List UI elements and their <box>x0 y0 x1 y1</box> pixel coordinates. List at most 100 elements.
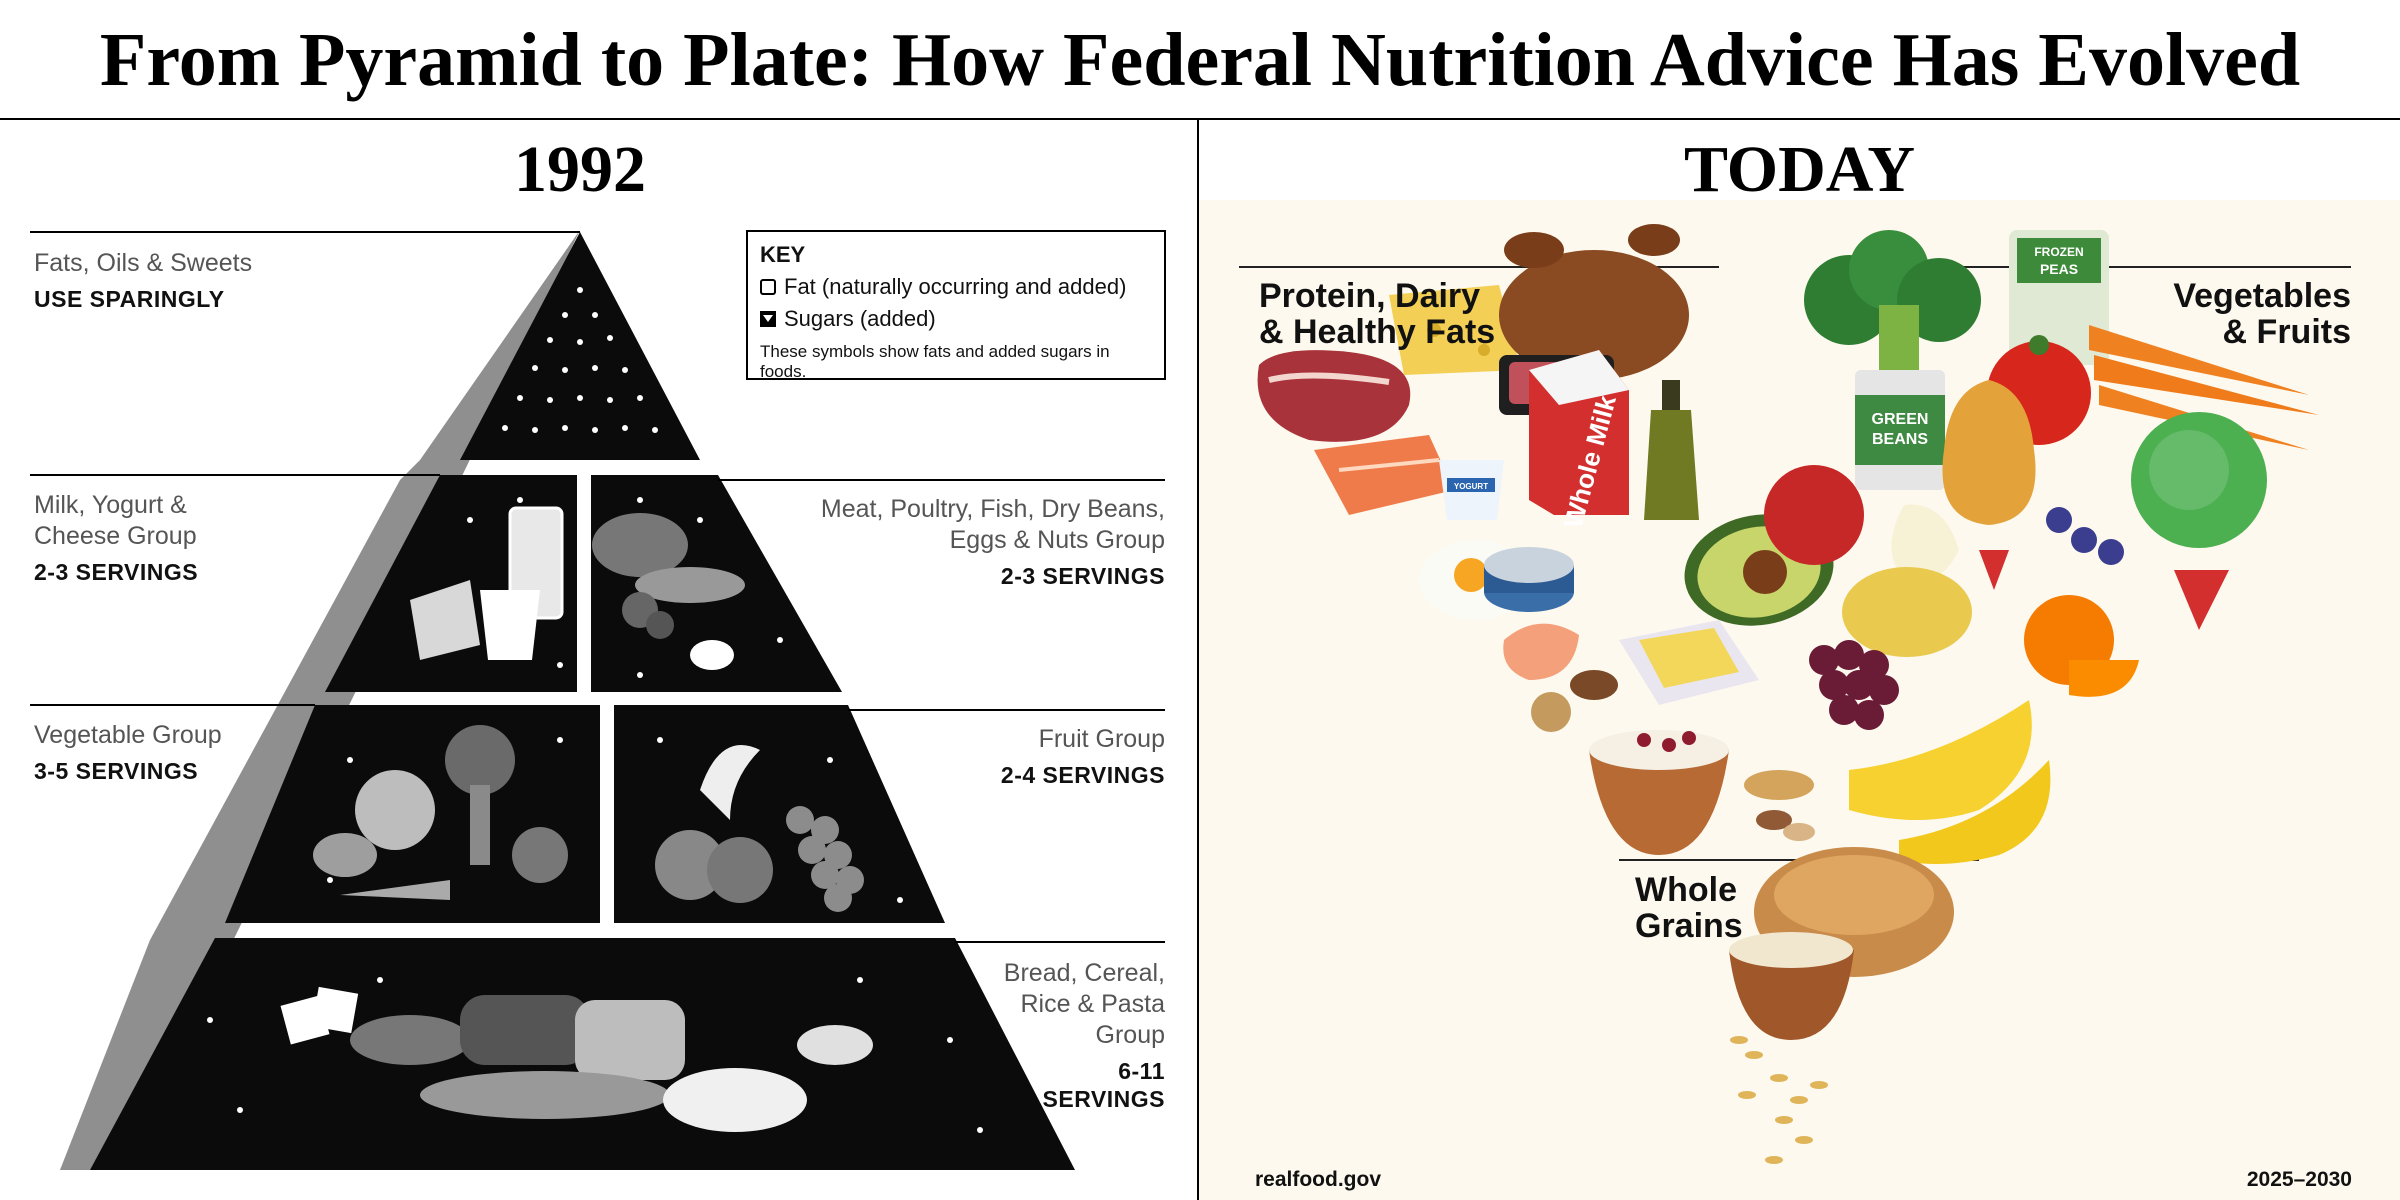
fat-symbol-icon <box>760 279 776 295</box>
potato-icon <box>1842 567 1972 657</box>
vegetables-fruits-label: Vegetables & Fruits <box>2173 278 2351 350</box>
oatmeal-bowl-icon <box>1729 932 1854 1040</box>
yogurt-cup-icon <box>480 590 540 660</box>
sugar-symbol-icon <box>760 311 776 327</box>
group-bread-name-3: Group <box>1095 1021 1165 1049</box>
inverted-pyramid-illustration: YOGURT Whole Milk FROZEN PEAS GREEN BEANS <box>1239 224 2351 1164</box>
poultry-icon <box>592 513 688 577</box>
pyramid-panel: 1992 <box>0 120 1197 1200</box>
veg-label-line2: & Fruits <box>2222 313 2351 351</box>
pyramid-heading: 1992 <box>514 133 646 206</box>
pasta-plate-icon <box>663 1068 807 1132</box>
today-heading: TODAY <box>1683 133 1916 206</box>
protein-dairy-fats-label: Protein, Dairy & Healthy Fats <box>1259 278 1495 350</box>
beans-label: BEANS <box>1872 431 1928 448</box>
group-bread: Bread, Cereal, Rice & Pasta Group 6-11 S… <box>1004 958 1165 1113</box>
pyramid-key: KEY Fat (naturally occurring and added) … <box>746 230 1166 381</box>
veg-label-line1: Vegetables <box>2173 277 2351 315</box>
key-sugar-row: Sugars (added) <box>760 306 1152 332</box>
strawberry-icon <box>1979 550 2229 630</box>
beans-icon <box>622 592 674 639</box>
key-title: KEY <box>760 242 806 267</box>
group-milk-name-2: Cheese Group <box>34 522 197 550</box>
pyramid-tier-fats <box>460 232 700 460</box>
cheese-wedge-icon <box>1389 285 1521 375</box>
grains-label-line2: Grains <box>1635 907 1743 945</box>
potato-icon <box>313 833 377 877</box>
center-divider <box>1197 120 1199 1200</box>
source-url: realfood.gov <box>1255 1168 1382 1191</box>
apple-slice-icon <box>1891 504 1959 582</box>
baguette-icon <box>420 1071 670 1119</box>
walnut-icon <box>1531 692 1571 732</box>
cheese-icon <box>410 580 480 660</box>
cranberry-oat-bowl-icon <box>1589 730 1729 855</box>
lettuce-icon <box>355 770 435 850</box>
group-bread-servings-2: SERVINGS <box>1042 1086 1165 1112</box>
grapes-icon <box>1809 640 1899 730</box>
group-vegetable: Vegetable Group 3-5 SERVINGS <box>34 720 222 785</box>
group-vegetable-name: Vegetable Group <box>34 721 222 749</box>
group-bread-name-1: Bread, Cereal, <box>1003 959 1165 987</box>
yogurt-label: YOGURT <box>1454 482 1488 491</box>
protein-label-line1: Protein, Dairy <box>1259 277 1481 315</box>
key-note: These symbols show fats and added sugars… <box>760 342 1110 381</box>
sliced-bread-icon <box>575 1000 685 1080</box>
sugar-symbols <box>207 287 983 1133</box>
frozen-label: FROZEN <box>2034 245 2083 259</box>
salmon-icon <box>1314 435 1454 515</box>
group-fats-servings: USE SPARINGLY <box>34 286 225 312</box>
group-meat-servings: 2-3 SERVINGS <box>1000 563 1165 589</box>
pyramid-side-face-2 <box>60 230 580 1170</box>
olive-oil-bottle-icon <box>1644 380 1699 520</box>
key-fat-label: Fat (naturally occurring and added) <box>784 274 1127 299</box>
banana-icon <box>700 745 760 820</box>
green-beans-can-icon: GREEN BEANS <box>1855 370 1945 490</box>
bananas-icon <box>1849 700 2051 864</box>
group-milk: Milk, Yogurt & Cheese Group 2-3 SERVINGS <box>34 490 198 586</box>
yogurt-cup-icon: YOGURT <box>1439 460 1504 520</box>
fish-icon <box>635 567 745 603</box>
group-meat-name-1: Meat, Poultry, Fish, Dry Beans, <box>820 495 1165 523</box>
apple-icon <box>655 830 773 903</box>
egg-icon <box>690 640 734 670</box>
red-apple-icon <box>1764 465 1864 565</box>
protein-label-line2: & Healthy Fats <box>1259 313 1496 351</box>
rice-bowl-icon <box>797 1025 873 1065</box>
key-fat-row: Fat (naturally occurring and added) <box>760 274 1152 300</box>
group-vegetable-servings: 3-5 SERVINGS <box>34 758 199 784</box>
group-bread-servings-1: 6-11 <box>1118 1058 1165 1084</box>
group-fruit-servings: 2-4 SERVINGS <box>1000 762 1165 788</box>
frozen-peas-bag-icon: FROZEN PEAS <box>2009 230 2109 365</box>
steak-icon <box>1257 350 1411 442</box>
key-sugar-label: Sugars (added) <box>784 306 936 331</box>
bread-loaf-icon <box>460 995 590 1065</box>
carrot-icon <box>340 880 450 900</box>
lettuce-icon <box>2131 412 2267 548</box>
crackers-icon <box>280 986 359 1045</box>
guidelines-years: 2025–2030 <box>2246 1168 2352 1191</box>
grapes-icon <box>786 806 864 912</box>
tuna-can-icon <box>1484 547 1574 612</box>
milk-carton-icon: Whole Milk <box>1529 350 1629 531</box>
title-rule <box>0 118 2400 120</box>
group-fruit-name: Fruit Group <box>1038 725 1165 753</box>
group-meat: Meat, Poultry, Fish, Dry Beans, Eggs & N… <box>821 494 1165 590</box>
broccoli-icon <box>1804 230 1981 385</box>
whole-grains-label: Whole Grains <box>1635 872 1743 944</box>
food-pyramid-illustration <box>30 230 1165 1170</box>
group-meat-name-2: Eggs & Nuts Group <box>949 526 1165 554</box>
broccoli-icon <box>445 725 515 865</box>
orange-icon <box>2024 595 2139 697</box>
almond-icon <box>1756 810 1815 841</box>
group-fats-name: Fats, Oils & Sweets <box>34 249 253 277</box>
group-milk-name-1: Milk, Yogurt & <box>34 491 187 519</box>
oats-icon <box>1730 1036 1828 1164</box>
grains-label-line1: Whole <box>1635 871 1737 909</box>
tomato-icon <box>512 827 568 883</box>
squash-icon <box>1942 380 2036 525</box>
group-milk-servings: 2-3 SERVINGS <box>34 559 199 585</box>
cereal-bowl-icon <box>350 1015 470 1065</box>
pyramid-tier-fruit <box>614 705 945 923</box>
blueberries-icon <box>2046 507 2124 565</box>
